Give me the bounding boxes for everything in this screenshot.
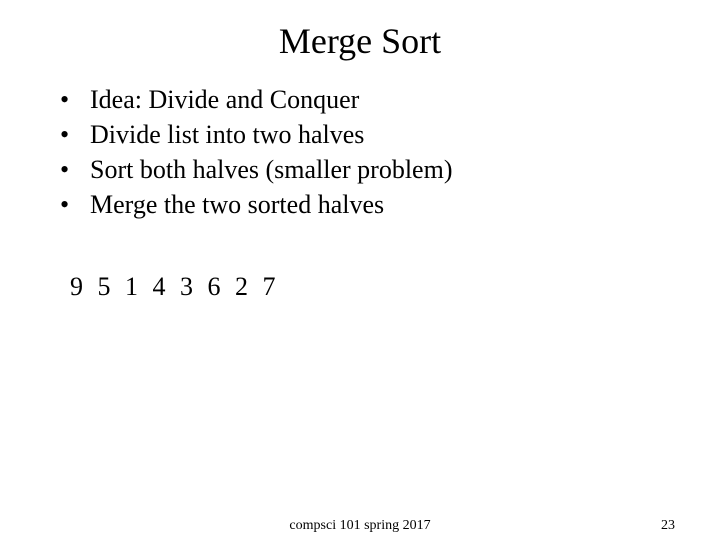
footer-page-number: 23 <box>661 518 675 534</box>
footer-course-label: compsci 101 spring 2017 <box>289 518 430 534</box>
bullet-text: Divide list into two halves <box>90 117 364 152</box>
bullet-list: • Idea: Divide and Conquer • Divide list… <box>0 72 720 222</box>
bullet-icon: • <box>60 82 90 117</box>
list-item: • Idea: Divide and Conquer <box>60 82 720 117</box>
bullet-text: Idea: Divide and Conquer <box>90 82 359 117</box>
bullet-text: Sort both halves (smaller problem) <box>90 152 452 187</box>
bullet-icon: • <box>60 152 90 187</box>
bullet-icon: • <box>60 117 90 152</box>
list-item: • Divide list into two halves <box>60 117 720 152</box>
bullet-icon: • <box>60 187 90 222</box>
list-item: • Merge the two sorted halves <box>60 187 720 222</box>
bullet-text: Merge the two sorted halves <box>90 187 384 222</box>
slide-title: Merge Sort <box>0 0 720 72</box>
list-item: • Sort both halves (smaller problem) <box>60 152 720 187</box>
number-sequence: 9 5 1 4 3 6 2 7 <box>0 222 720 302</box>
